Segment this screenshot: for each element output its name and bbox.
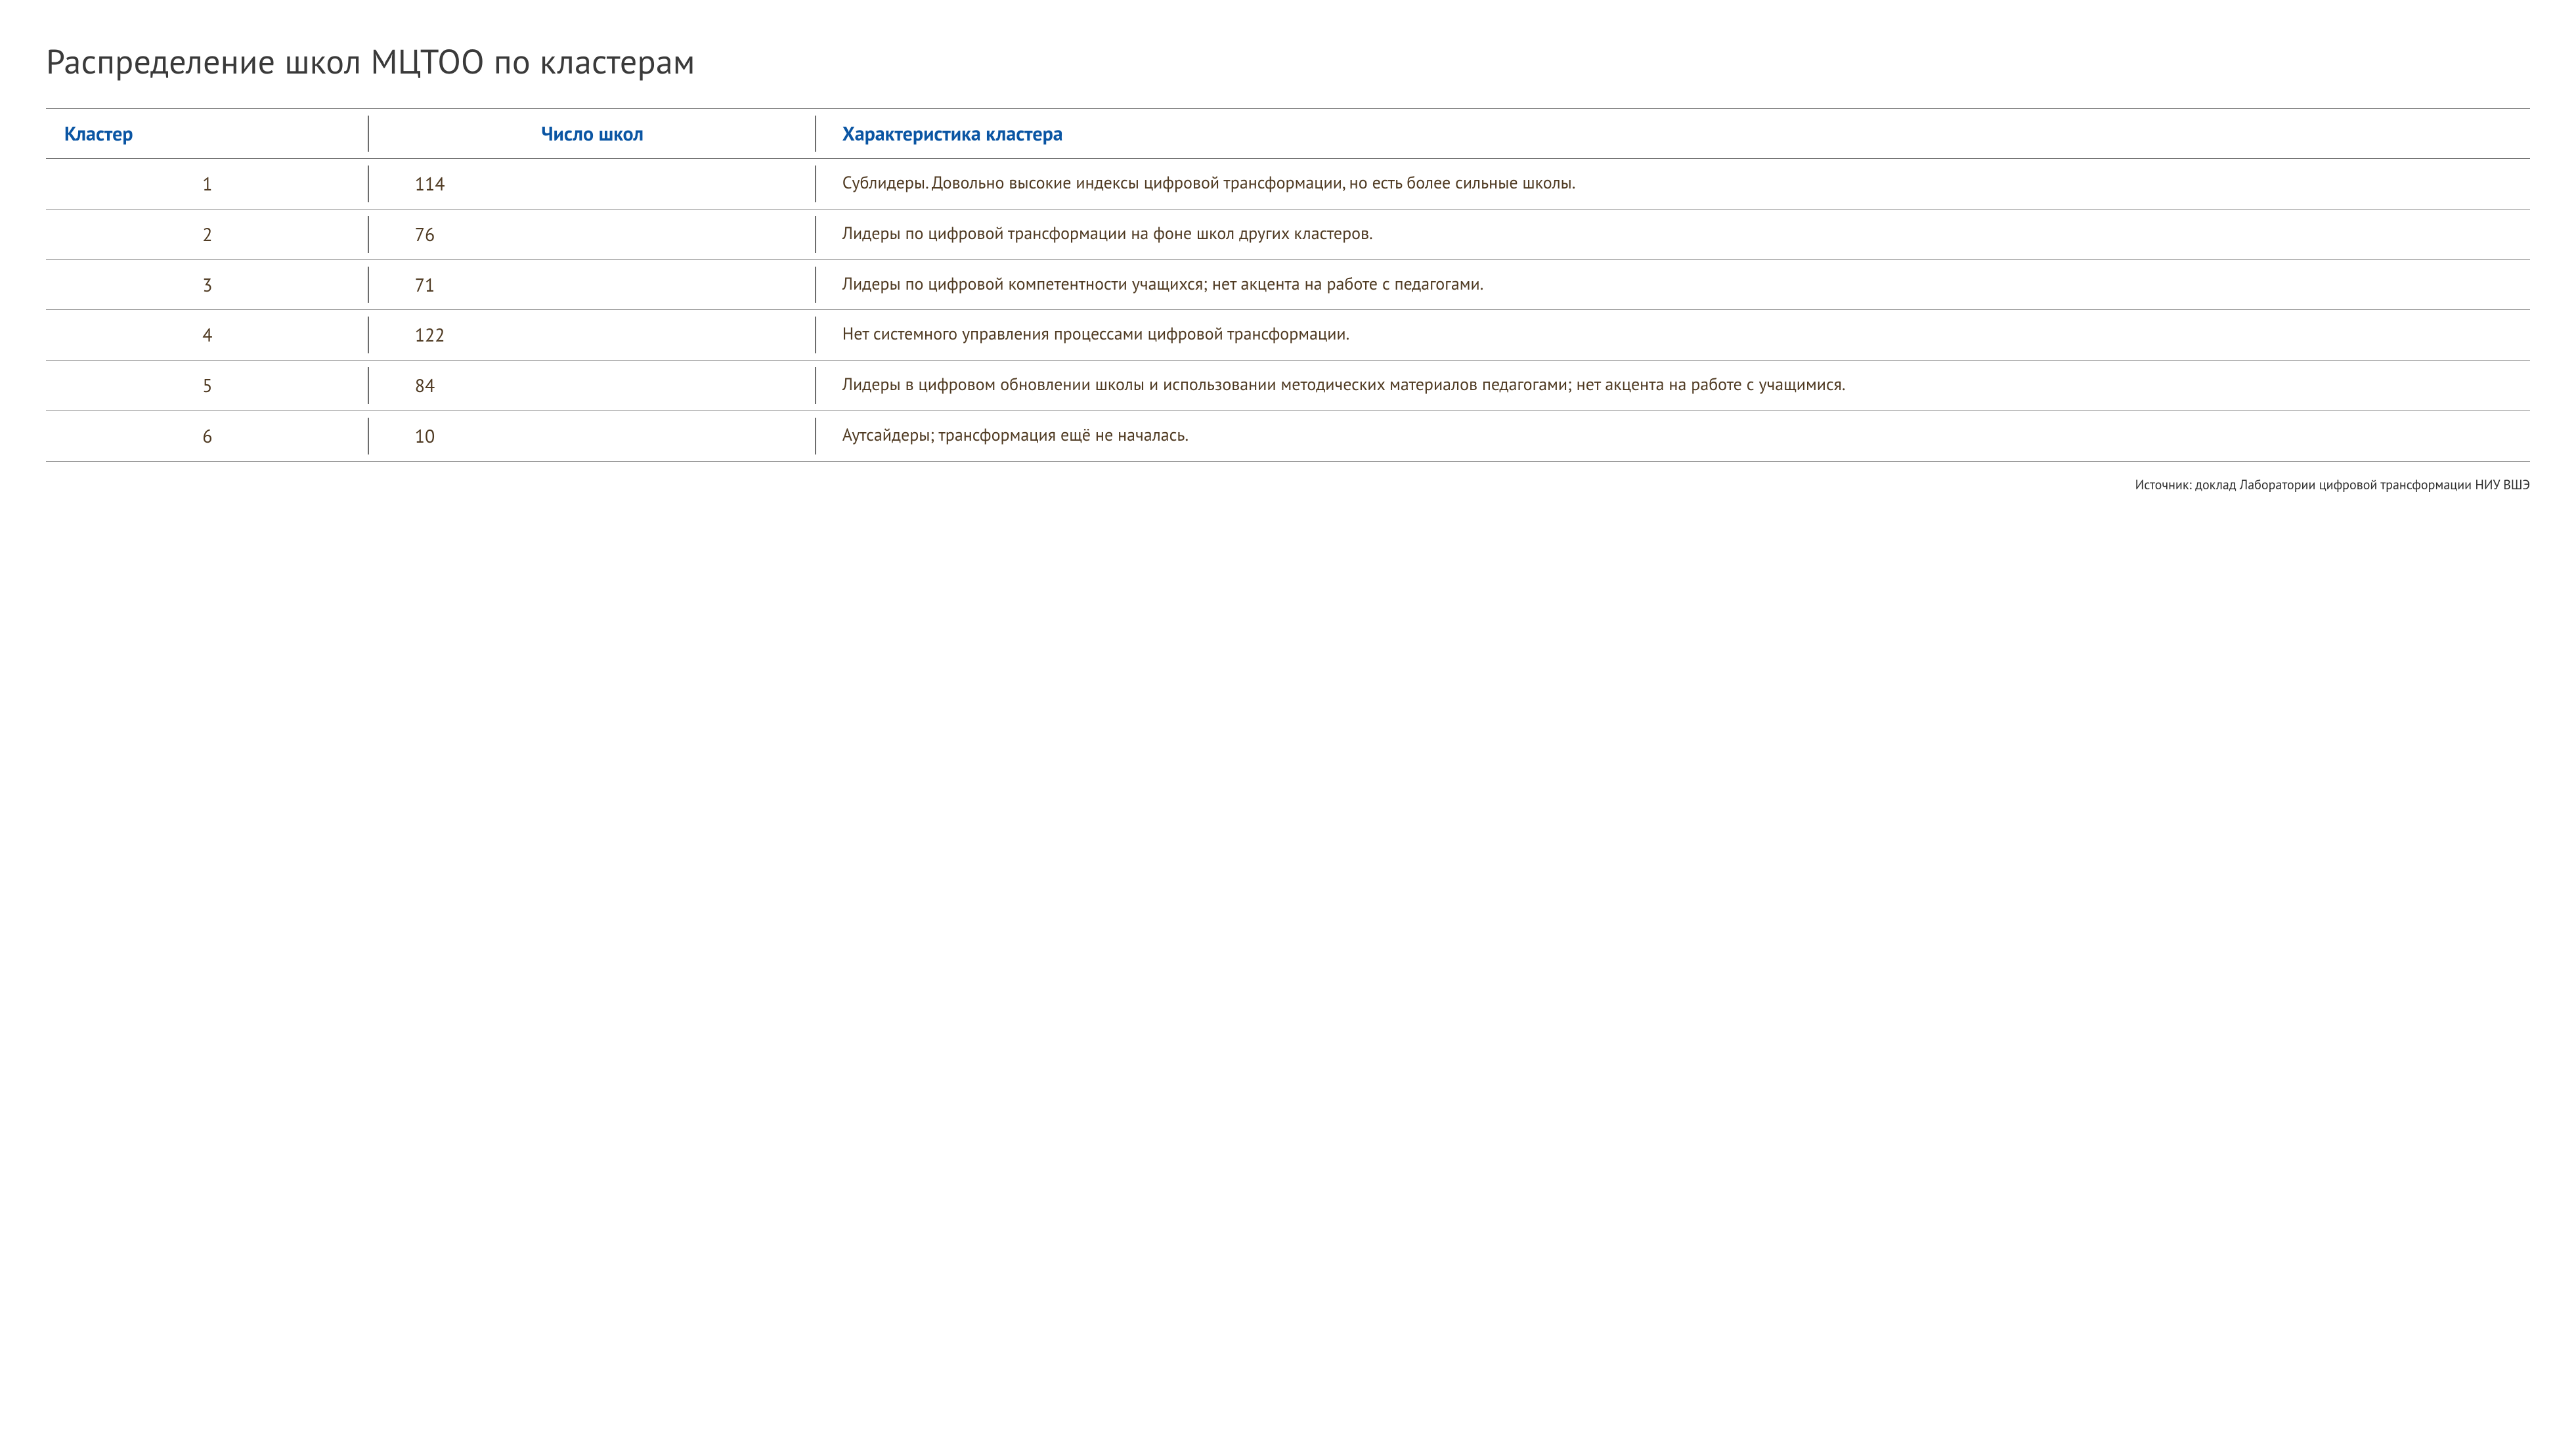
cell-desc: Сублидеры. Довольно высокие индексы цифр… [816, 159, 2530, 210]
table-header-row: Кластер Число школ Характеристика класте… [46, 109, 2530, 159]
cell-cluster: 5 [46, 361, 369, 411]
table-row: 1 114 Сублидеры. Довольно высокие индекс… [46, 159, 2530, 210]
cell-count: 114 [369, 159, 816, 210]
cell-desc: Нет системного управления процессами циф… [816, 310, 2530, 361]
cell-count: 122 [369, 310, 816, 361]
col-header-cluster: Кластер [46, 109, 369, 159]
cell-desc: Лидеры по цифровой трансформации на фоне… [816, 209, 2530, 259]
table-row: 6 10 Аутсайдеры; трансформация ещё не на… [46, 411, 2530, 462]
cell-desc: Лидеры по цифровой компетентности учащих… [816, 259, 2530, 310]
table-body: 1 114 Сублидеры. Довольно высокие индекс… [46, 159, 2530, 462]
cell-count: 10 [369, 411, 816, 462]
cell-cluster: 6 [46, 411, 369, 462]
table-row: 5 84 Лидеры в цифровом обновлении школы … [46, 361, 2530, 411]
cell-desc: Аутсайдеры; трансформация ещё не началас… [816, 411, 2530, 462]
cell-desc: Лидеры в цифровом обновлении школы и исп… [816, 361, 2530, 411]
source-note: Источник: доклад Лаборатории цифровой тр… [46, 476, 2530, 493]
cell-count: 71 [369, 259, 816, 310]
cell-cluster: 3 [46, 259, 369, 310]
cell-count: 76 [369, 209, 816, 259]
table-row: 2 76 Лидеры по цифровой трансформации на… [46, 209, 2530, 259]
page-title: Распределение школ МЦТОО по кластерам [46, 39, 2530, 83]
col-header-count: Число школ [369, 109, 816, 159]
table-row: 3 71 Лидеры по цифровой компетентности у… [46, 259, 2530, 310]
cell-cluster: 2 [46, 209, 369, 259]
col-header-desc: Характеристика кластера [816, 109, 2530, 159]
cell-cluster: 4 [46, 310, 369, 361]
cell-cluster: 1 [46, 159, 369, 210]
clusters-table: Кластер Число школ Характеристика класте… [46, 108, 2530, 462]
cell-count: 84 [369, 361, 816, 411]
table-row: 4 122 Нет системного управления процесса… [46, 310, 2530, 361]
